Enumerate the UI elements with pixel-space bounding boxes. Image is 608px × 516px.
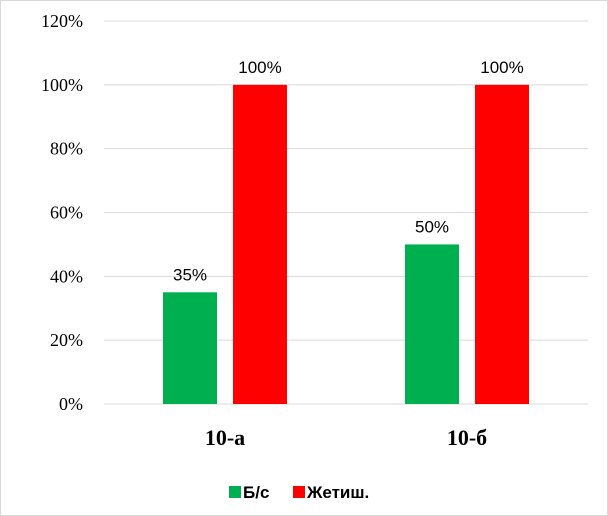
data-label: 35% <box>173 265 207 284</box>
legend-swatch <box>293 486 305 498</box>
data-label: 50% <box>415 217 449 236</box>
y-tick-label: 100% <box>41 75 83 95</box>
bar <box>475 84 529 404</box>
bar <box>163 292 217 404</box>
legend: Б/с Жетиш. <box>229 483 369 502</box>
y-tick-label: 60% <box>50 203 83 223</box>
x-category-label: 10-б <box>447 425 487 450</box>
y-tick-label: 0% <box>59 394 83 414</box>
bars <box>163 84 529 404</box>
y-tick-label: 120% <box>41 11 83 31</box>
data-label: 100% <box>238 58 281 77</box>
y-tick-label: 80% <box>50 139 83 159</box>
data-label: 100% <box>480 58 523 77</box>
x-category-label: 10-а <box>205 425 245 450</box>
legend-label: Б/с <box>243 483 269 502</box>
y-tick-label: 20% <box>50 330 83 350</box>
legend-label: Жетиш. <box>306 483 369 502</box>
x-axis: 10-а 10-б <box>205 425 487 450</box>
y-axis: 0% 20% 40% 60% 80% 100% 120% <box>41 11 83 414</box>
legend-swatch <box>229 486 241 498</box>
data-labels: 35% 100% 50% 100% <box>173 58 524 284</box>
y-tick-label: 40% <box>50 266 83 286</box>
bar <box>405 244 459 404</box>
bar <box>233 84 287 404</box>
